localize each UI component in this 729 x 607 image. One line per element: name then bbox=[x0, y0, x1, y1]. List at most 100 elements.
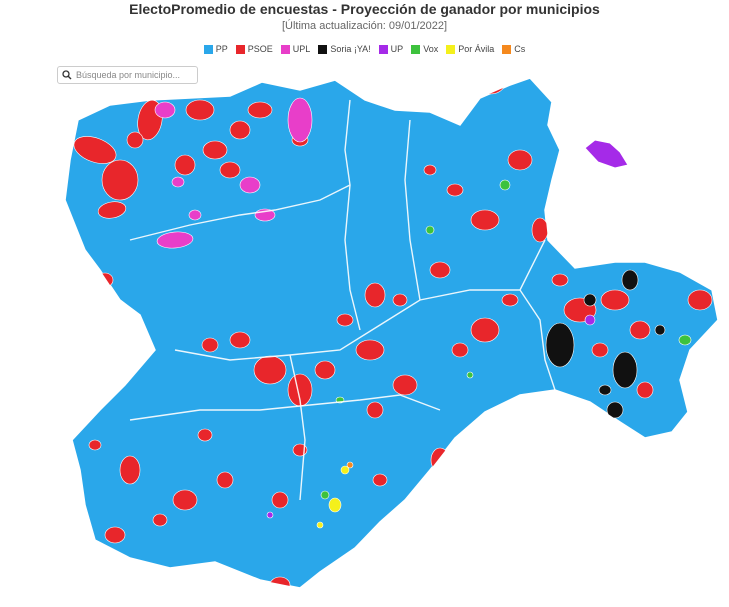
province-border bbox=[174, 239, 546, 361]
municipality-patch[interactable] bbox=[266, 511, 274, 519]
municipality-patch[interactable] bbox=[171, 176, 185, 188]
municipality-patch[interactable] bbox=[247, 101, 273, 119]
municipality-patch[interactable] bbox=[336, 313, 354, 327]
municipality-patch[interactable] bbox=[507, 149, 533, 171]
municipality-patch[interactable] bbox=[545, 322, 575, 368]
municipality-patch[interactable] bbox=[501, 293, 519, 307]
municipality-patch[interactable] bbox=[314, 360, 336, 380]
municipality-exclave-up[interactable] bbox=[584, 139, 629, 169]
legend-label-cs: Cs bbox=[514, 44, 526, 54]
municipality-patch[interactable] bbox=[152, 513, 168, 527]
municipality-patch[interactable] bbox=[346, 461, 354, 469]
municipality-patch[interactable] bbox=[104, 526, 126, 544]
municipality-patch[interactable] bbox=[470, 209, 500, 231]
municipality-patch[interactable] bbox=[470, 317, 500, 343]
municipality-patch[interactable] bbox=[229, 331, 251, 349]
municipality-patch[interactable] bbox=[97, 200, 127, 221]
municipality-patch[interactable] bbox=[446, 183, 464, 197]
municipality-patch[interactable] bbox=[600, 289, 630, 311]
municipality-patch[interactable] bbox=[499, 179, 511, 191]
legend-item-psoe[interactable]: PSOE bbox=[235, 44, 273, 54]
province-borders bbox=[129, 99, 556, 501]
map-subtitle: [Última actualización: 09/01/2022] bbox=[281, 20, 448, 32]
municipality-patch[interactable] bbox=[451, 342, 469, 358]
legend-item-soria-ya[interactable]: Soria ¡YA! bbox=[318, 44, 371, 54]
municipality-patch[interactable] bbox=[551, 273, 569, 287]
province-border bbox=[129, 394, 441, 421]
municipality-patch[interactable] bbox=[678, 334, 692, 346]
municipality-patch[interactable] bbox=[355, 339, 385, 361]
municipality-patch[interactable] bbox=[239, 176, 261, 194]
municipality-patch[interactable] bbox=[216, 471, 234, 489]
municipality-patch[interactable] bbox=[88, 439, 102, 451]
municipality-patch[interactable] bbox=[219, 161, 241, 179]
legend-item-cs[interactable]: Cs bbox=[502, 44, 525, 54]
municipality-patch[interactable] bbox=[561, 152, 579, 168]
municipality-patch[interactable] bbox=[621, 269, 639, 291]
municipality-patch[interactable] bbox=[392, 374, 418, 396]
municipality-patch[interactable] bbox=[269, 576, 291, 593]
municipality-patch[interactable] bbox=[430, 447, 450, 473]
municipality-patch[interactable] bbox=[174, 154, 196, 176]
legend-item-pp[interactable]: PP bbox=[203, 44, 228, 54]
municipality-patch[interactable] bbox=[229, 120, 251, 140]
municipality-patch[interactable] bbox=[584, 314, 596, 326]
municipality-patch[interactable] bbox=[253, 355, 287, 385]
municipality-patch[interactable] bbox=[126, 131, 144, 149]
municipality-patch[interactable] bbox=[583, 293, 597, 307]
municipality-patch[interactable] bbox=[328, 497, 342, 513]
municipality-patch[interactable] bbox=[429, 261, 451, 279]
municipality-patch[interactable] bbox=[188, 209, 202, 221]
municipality-patch[interactable] bbox=[320, 490, 330, 500]
municipality-patch[interactable] bbox=[364, 282, 386, 308]
municipality-patch[interactable] bbox=[67, 254, 93, 276]
municipality-patch[interactable] bbox=[197, 428, 213, 442]
province-border bbox=[519, 289, 556, 391]
municipality-patches bbox=[67, 76, 713, 593]
municipality-patch[interactable] bbox=[598, 384, 612, 396]
municipality-patch[interactable] bbox=[423, 164, 437, 176]
municipality-map[interactable] bbox=[0, 70, 729, 607]
search-box[interactable] bbox=[57, 66, 198, 84]
municipality-patch[interactable] bbox=[287, 97, 313, 143]
legend-label-upl: UPL bbox=[292, 44, 311, 54]
municipality-patch[interactable] bbox=[366, 401, 384, 419]
legend-item-up[interactable]: UP bbox=[378, 44, 403, 54]
municipality-patch[interactable] bbox=[475, 76, 505, 95]
legend-item-por-avila[interactable]: Por Ávila bbox=[446, 44, 494, 54]
legend-label-pp: PP bbox=[215, 44, 228, 54]
region-castilla-y-leon[interactable] bbox=[64, 77, 719, 589]
municipality-patch[interactable] bbox=[372, 473, 388, 487]
municipality-patch[interactable] bbox=[687, 289, 713, 311]
municipality-patch[interactable] bbox=[154, 101, 176, 119]
municipality-patch[interactable] bbox=[185, 99, 215, 121]
municipality-patch[interactable] bbox=[531, 217, 549, 243]
municipality-patch[interactable] bbox=[606, 401, 624, 419]
municipality-patch[interactable] bbox=[466, 371, 474, 379]
province-border bbox=[344, 99, 361, 331]
municipality-patch[interactable] bbox=[654, 324, 666, 336]
municipality-patch[interactable] bbox=[96, 272, 114, 288]
municipality-patch[interactable] bbox=[591, 342, 609, 358]
municipality-patch[interactable] bbox=[156, 230, 194, 249]
municipality-patch[interactable] bbox=[271, 491, 289, 509]
municipality-patch[interactable] bbox=[119, 455, 141, 485]
municipality-patch[interactable] bbox=[340, 465, 350, 475]
municipality-patch[interactable] bbox=[70, 131, 120, 169]
legend-item-vox[interactable]: Vox bbox=[411, 44, 438, 54]
municipality-patch[interactable] bbox=[425, 225, 435, 235]
municipality-patch[interactable] bbox=[101, 159, 139, 201]
municipality-patch[interactable] bbox=[201, 337, 219, 353]
municipality-patch[interactable] bbox=[172, 489, 198, 511]
legend: PP PSOE UPL Soria ¡YA! UP Vox Por Ávila … bbox=[0, 44, 729, 54]
legend-swatch-cs bbox=[502, 44, 512, 54]
municipality-patch[interactable] bbox=[392, 293, 408, 307]
municipality-patch[interactable] bbox=[629, 320, 651, 340]
search-input[interactable] bbox=[76, 70, 196, 80]
legend-item-upl[interactable]: UPL bbox=[280, 44, 311, 54]
municipality-patch[interactable] bbox=[612, 351, 638, 389]
municipality-patch[interactable] bbox=[316, 521, 324, 529]
municipality-patch[interactable] bbox=[202, 140, 228, 160]
legend-swatch-pp bbox=[203, 44, 213, 54]
municipality-patch[interactable] bbox=[636, 381, 654, 399]
